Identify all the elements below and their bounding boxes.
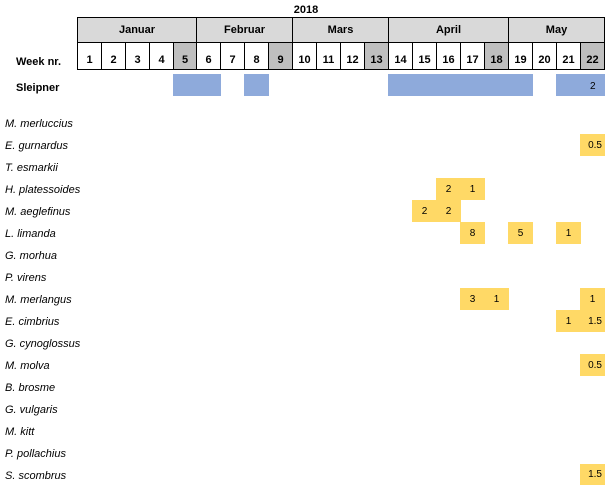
value-cell: 1: [580, 288, 605, 310]
species-label: E. gurnardus: [5, 140, 68, 152]
value-cell: 8: [460, 222, 485, 244]
week-7: 7: [220, 43, 245, 70]
week-10: 10: [292, 43, 317, 70]
sleipner-label: Sleipner: [16, 82, 60, 94]
value-cell: 2: [436, 178, 461, 200]
week-20: 20: [532, 43, 557, 70]
week-16: 16: [436, 43, 461, 70]
species-label: B. brosme: [5, 382, 56, 394]
species-label: L. limanda: [5, 228, 56, 240]
month-januar: Januar: [77, 17, 197, 43]
sleipner-bar-w8: [244, 74, 269, 96]
week-13: 13: [364, 43, 389, 70]
sleipner-bar-w5-6: [173, 74, 221, 96]
sleipner-value: 2: [590, 81, 596, 92]
species-label: M. aeglefinus: [5, 206, 71, 218]
sleipner-bar-w14-19: [388, 74, 533, 96]
species-label: H. platessoides: [5, 184, 81, 196]
week-9: 9: [268, 43, 293, 70]
week-3: 3: [125, 43, 150, 70]
week-2: 2: [101, 43, 126, 70]
species-label: S. scombrus: [5, 470, 67, 482]
value-cell: 1: [556, 310, 581, 332]
species-label: G. vulgaris: [5, 404, 58, 416]
value-cell: 1: [556, 222, 581, 244]
value-cell: 2: [412, 200, 437, 222]
species-label: M. molva: [5, 360, 50, 372]
week-8: 8: [244, 43, 269, 70]
week-18: 18: [484, 43, 509, 70]
value-cell: 1.5: [580, 310, 605, 332]
week-19: 19: [508, 43, 533, 70]
year-title: 2018: [293, 4, 319, 16]
species-label: M. merluccius: [5, 118, 73, 130]
species-label: M. kitt: [5, 426, 35, 438]
week-12: 12: [340, 43, 365, 70]
month-mars: Mars: [292, 17, 389, 43]
species-label: P. virens: [5, 272, 47, 284]
week-5: 5: [173, 43, 197, 70]
week-11: 11: [316, 43, 341, 70]
week-22: 22: [580, 43, 605, 70]
week-1: 1: [77, 43, 102, 70]
species-label: E. cimbrius: [5, 316, 60, 328]
species-label: G. cynoglossus: [5, 338, 81, 350]
month-may: May: [508, 17, 605, 43]
species-label: M. merlangus: [5, 294, 72, 306]
value-cell: 2: [436, 200, 461, 222]
week-21: 21: [556, 43, 581, 70]
species-label: G. morhua: [5, 250, 57, 262]
value-cell: 3: [460, 288, 485, 310]
week-4: 4: [149, 43, 174, 70]
week-label: Week nr.: [16, 56, 62, 68]
species-label: T. esmarkii: [5, 162, 58, 174]
value-cell: 1: [460, 178, 485, 200]
value-cell: 0.5: [580, 134, 605, 156]
sleipner-bar-w21-22: [556, 74, 605, 96]
value-cell: 1.5: [580, 464, 605, 485]
value-cell: 0.5: [580, 354, 605, 376]
species-label: P. pollachius: [5, 448, 66, 460]
month-april: April: [388, 17, 509, 43]
value-cell: 5: [508, 222, 533, 244]
value-cell: 1: [484, 288, 509, 310]
week-15: 15: [412, 43, 437, 70]
week-6: 6: [196, 43, 221, 70]
week-14: 14: [388, 43, 413, 70]
week-17: 17: [460, 43, 485, 70]
month-februar: Februar: [196, 17, 293, 43]
